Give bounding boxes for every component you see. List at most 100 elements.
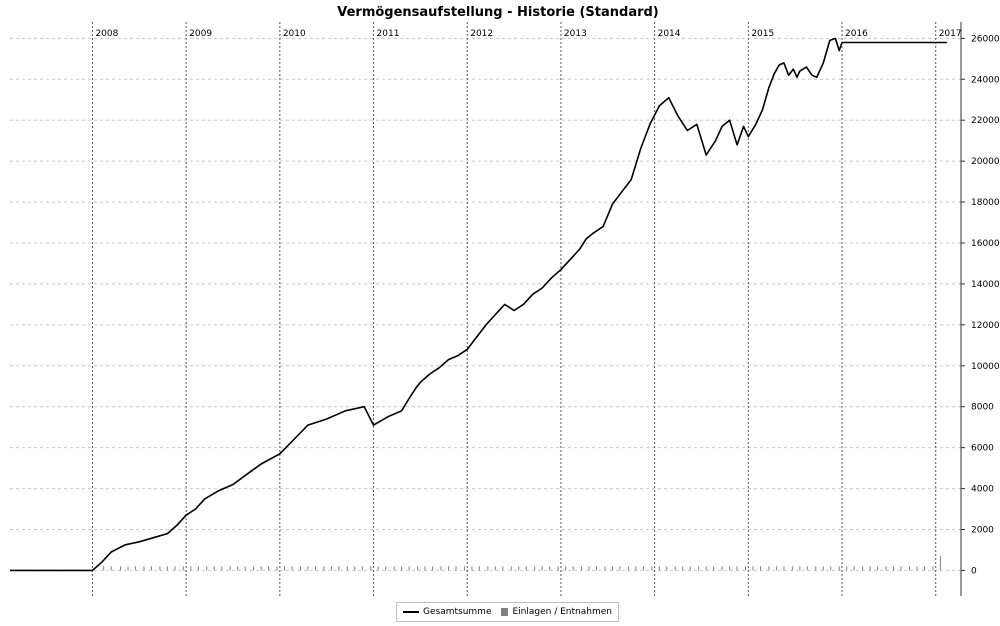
y-axis-labels: 0 2000 4000 6000 8000 10000 12000 14000 16000 180… (961, 34, 1000, 576)
gesamtsumme-line-group (10, 37, 947, 572)
einlage-bar (752, 566, 754, 571)
year-label: 2012 (470, 29, 493, 39)
einlage-bar (581, 566, 583, 571)
einlage-bar (432, 566, 434, 571)
einlage-bar (494, 566, 496, 571)
einlage-bar (197, 566, 199, 571)
einlage-bar (244, 566, 246, 571)
legend-label-einlagen: Einlagen / Entnahmen (512, 607, 612, 617)
einlage-bar (291, 566, 293, 571)
einlage-bar (510, 566, 512, 571)
einlage-bar (323, 566, 325, 571)
einlage-bar (799, 566, 801, 571)
einlage-bar (838, 566, 840, 571)
einlage-bar (268, 566, 270, 571)
einlage-bar (596, 566, 598, 571)
einlage-bar (237, 566, 239, 571)
einlage-bar (619, 566, 621, 571)
einlage-bar (314, 566, 316, 571)
year-label: 2008 (95, 29, 118, 39)
einlage-bar (487, 566, 489, 571)
einlage-bar (260, 566, 262, 571)
einlage-bar (401, 566, 403, 571)
einlage-bar (923, 566, 925, 571)
year-gridlines (91, 22, 937, 596)
einlage-bar (463, 566, 465, 571)
einlage-bar (549, 566, 551, 571)
year-label: 2014 (658, 29, 681, 39)
einlage-bar (424, 566, 426, 571)
einlage-bar (885, 566, 887, 571)
legend-box-swatch (501, 608, 509, 616)
legend-item-einlagen: Einlagen / Entnahmen (501, 607, 612, 617)
einlage-bar (939, 556, 941, 571)
einlage-bar (651, 566, 653, 571)
gesamtsumme-line (10, 37, 947, 572)
einlage-bar (471, 566, 473, 571)
einlage-bar (135, 566, 137, 571)
einlage-bar (338, 566, 340, 571)
einlage-bar (502, 566, 504, 571)
legend-label-gesamtsumme: Gesamtsumme (423, 607, 492, 617)
einlage-bar (635, 566, 637, 571)
y-tick-label: 18000 (971, 198, 1000, 208)
y-tick-label: 10000 (971, 362, 1000, 372)
einlage-bar (213, 566, 215, 571)
einlage-bar (572, 566, 574, 571)
einlage-bar (447, 566, 449, 571)
einlage-bar (229, 566, 231, 571)
einlage-bar (783, 566, 785, 571)
einlage-bar (745, 566, 747, 571)
einlage-bar (736, 566, 738, 571)
y-tick-label: 24000 (971, 75, 1000, 85)
einlage-bar (853, 566, 855, 571)
legend: Gesamtsumme Einlagen / Entnahmen (396, 602, 619, 622)
einlage-bar (791, 566, 793, 571)
einlage-bar (103, 566, 105, 571)
einlage-bar (346, 566, 348, 571)
einlage-bar (299, 566, 301, 571)
einlage-bar (604, 566, 606, 571)
einlage-bar (642, 566, 644, 571)
year-label: 2015 (751, 29, 774, 39)
einlage-bar (284, 566, 286, 571)
y-tick-label: 22000 (971, 116, 1000, 126)
einlage-bar (440, 566, 442, 571)
year-labels: 2008 2009 2010 2011 2012 2013 2014 2015 2016 2017 (95, 29, 961, 39)
y-tick-label: 6000 (971, 444, 994, 454)
einlage-bar (377, 566, 379, 571)
y-tick-label: 14000 (971, 280, 1000, 290)
einlage-bar (932, 566, 934, 571)
einlage-bar (721, 566, 723, 571)
y-tick-label: 16000 (971, 239, 1000, 249)
einlagen-bars (103, 556, 941, 571)
year-label: 2017 (939, 29, 962, 39)
einlage-bar (307, 566, 309, 571)
einlage-bar (557, 566, 559, 571)
y-tick-label: 20000 (971, 157, 1000, 167)
einlage-bar (120, 566, 122, 571)
einlage-bar (705, 566, 707, 571)
einlage-bar (815, 566, 817, 571)
einlage-bar (253, 566, 255, 571)
einlage-bar (862, 566, 864, 571)
einlage-bar (518, 566, 520, 571)
year-label: 2016 (845, 29, 868, 39)
einlage-bar (674, 566, 676, 571)
einlage-bar (354, 566, 356, 571)
einlage-bar (877, 566, 879, 571)
einlage-bar (846, 566, 848, 571)
einlage-bar (525, 566, 527, 571)
chart-title: Vermögensaufstellung - Historie (Standar… (337, 5, 659, 20)
einlage-bar (190, 566, 192, 571)
einlage-bar (908, 566, 910, 571)
einlage-bar (385, 566, 387, 571)
einlage-bar (611, 566, 613, 571)
year-label: 2009 (189, 29, 212, 39)
einlage-bar (768, 566, 770, 571)
einlage-bar (666, 566, 668, 571)
einlage-bar (330, 566, 332, 571)
einlage-bar (775, 566, 777, 571)
y-tick-label: 2000 (971, 525, 994, 535)
